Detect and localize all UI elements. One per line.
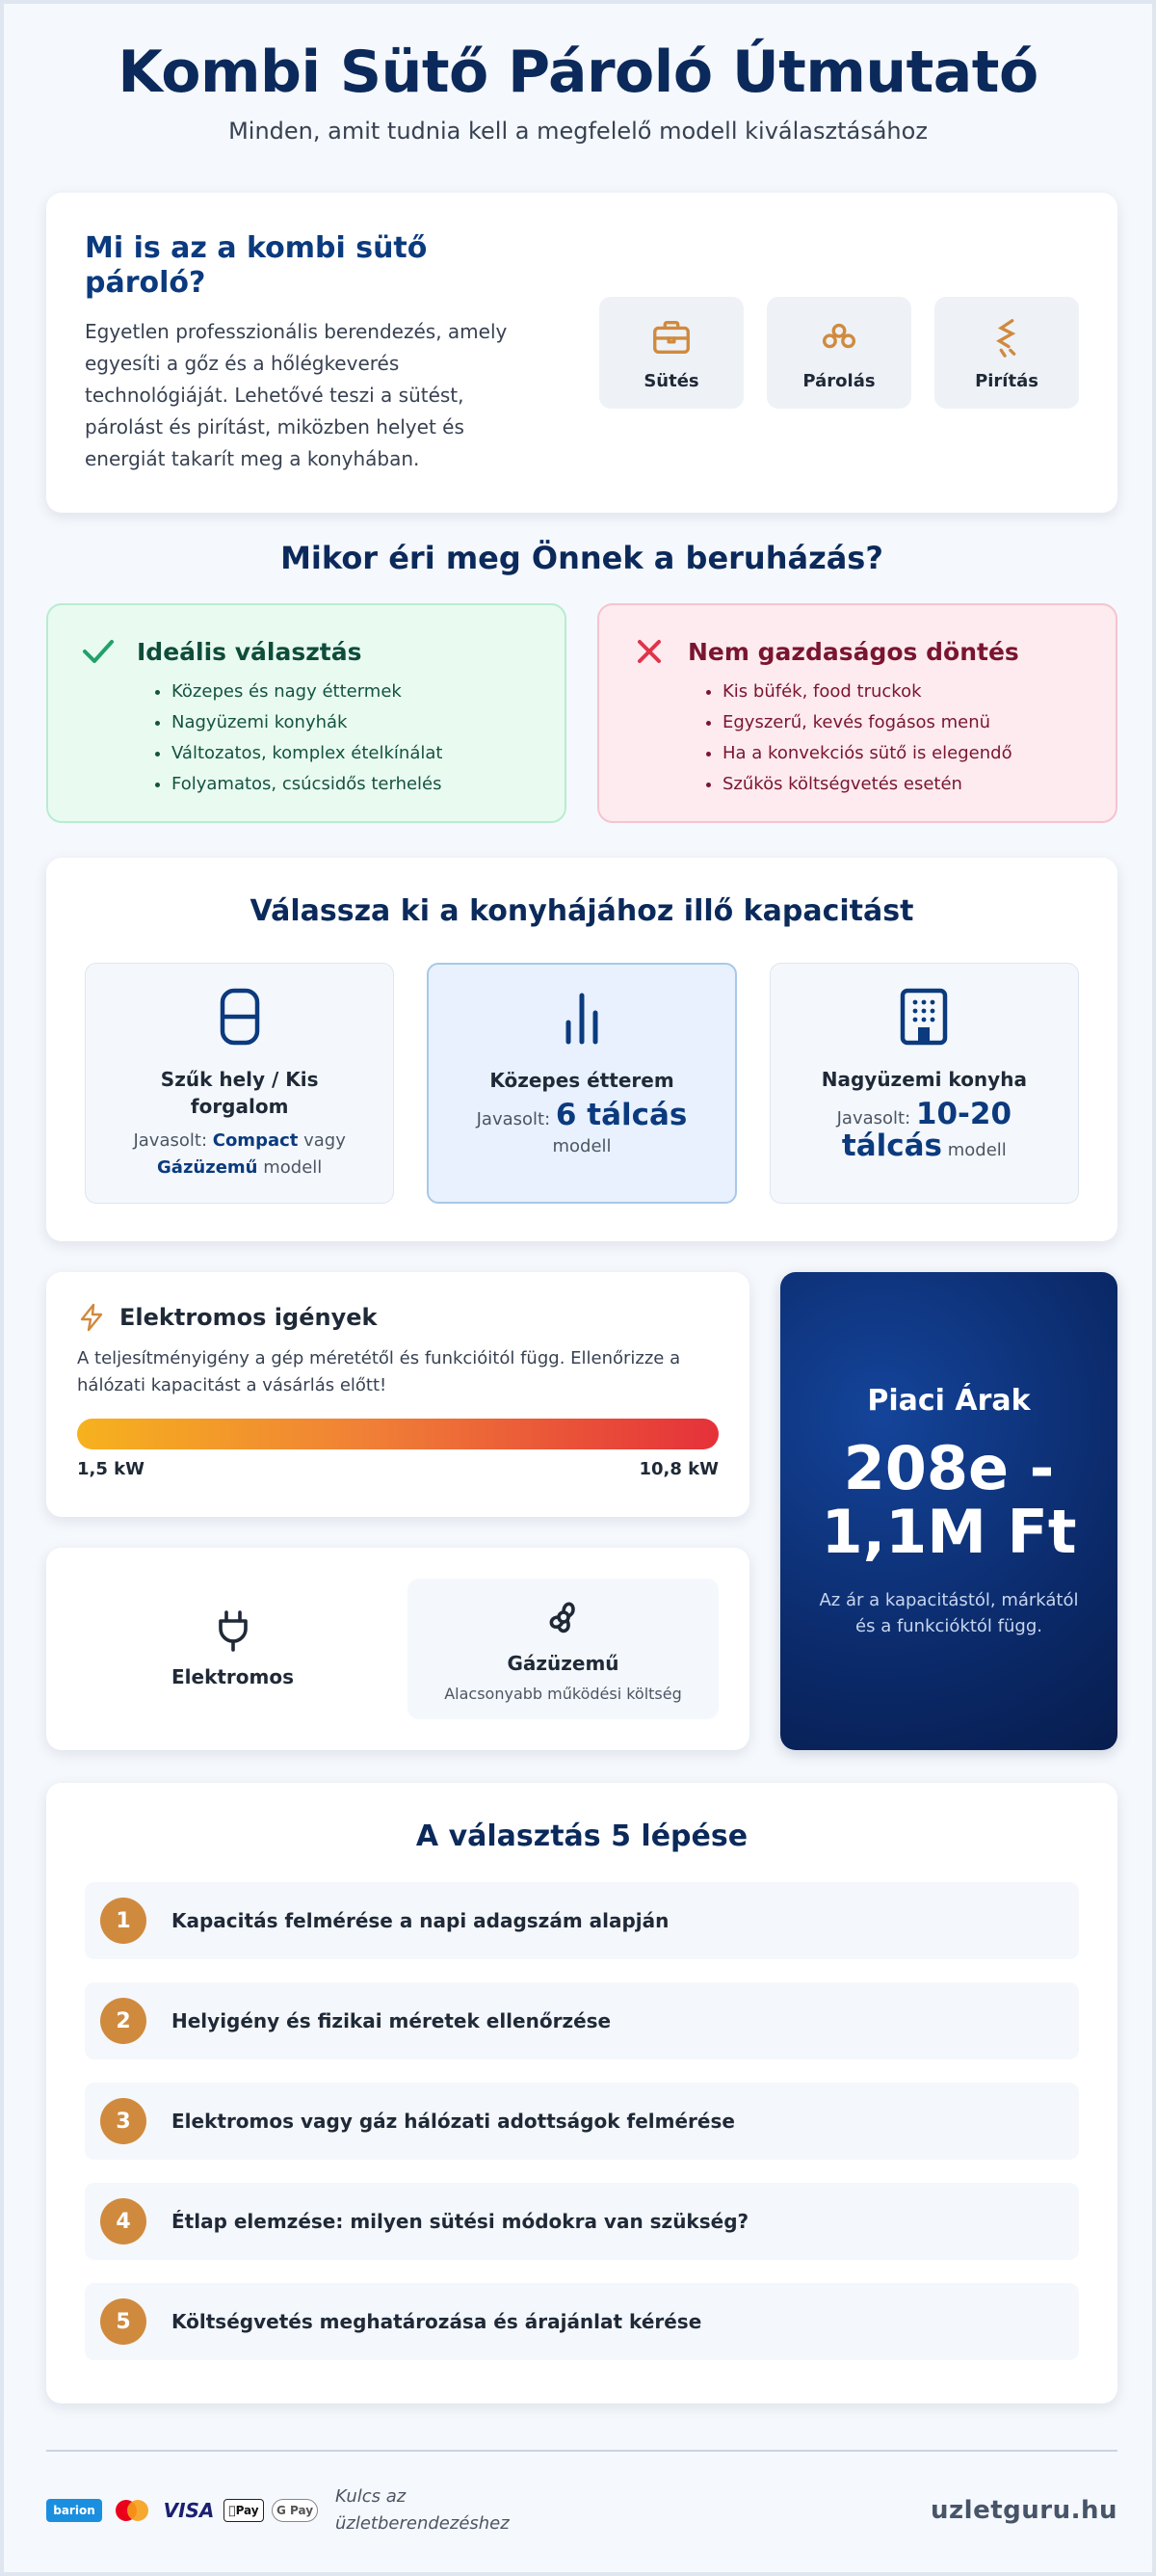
list-item: Szűkös költségvetés esetén [722, 769, 1083, 800]
market-price-card: Piaci Árak 208e - 1,1M Ft Az ár a kapaci… [780, 1272, 1117, 1750]
price-value: 208e - 1,1M Ft [821, 1432, 1077, 1567]
power-range-bar [77, 1419, 719, 1449]
capacity-name: Közepes étterem [489, 1069, 674, 1092]
step-item: 2 Helyigény és fizikai méretek ellenőrzé… [85, 1982, 1079, 2059]
step-number: 2 [100, 1998, 146, 2044]
footer-tagline: Kulcs az üzletberendezéshez [335, 2486, 510, 2534]
brand-link[interactable]: uzletguru.hu [931, 2496, 1117, 2525]
payment-logos: barion VISA Pay G Pay [46, 2499, 318, 2522]
apple-pay-logo-icon: Pay [223, 2499, 264, 2522]
capacity-recommendation: Javasolt: Compact vagy Gázüzemű modell [133, 1130, 346, 1178]
price-title: Piaci Árak [867, 1383, 1031, 1418]
electrical-requirements-card: Elektromos igények A teljesítményigény a… [46, 1272, 749, 1517]
feature-label: Pirítás [975, 370, 1038, 391]
power-min-label: 1,5 kW [77, 1459, 144, 1479]
ideal-list: Közepes és nagy éttermek Nagyüzemi konyh… [171, 677, 532, 800]
step-text: Elektromos vagy gáz hálózati adottságok … [171, 2110, 735, 2133]
compact-device-icon [220, 988, 259, 1046]
x-icon [638, 640, 661, 663]
steps-title: A választás 5 lépése [415, 1819, 749, 1853]
capacity-name: Szűk hely / Kis forgalom [160, 1068, 319, 1118]
step-number: 3 [100, 2098, 146, 2144]
power-option-gas[interactable]: Gázüzemű Alacsonyabb működési költség [407, 1579, 719, 1719]
barion-logo-icon: barion [46, 2499, 102, 2522]
step-number: 4 [100, 2198, 146, 2244]
power-option-note: Alacsonyabb működési költség [444, 1684, 682, 1703]
power-option-electric[interactable]: Elektromos [77, 1579, 388, 1719]
hero: Kombi Sütő Pároló Útmutató Minden, amit … [42, 4, 1114, 145]
price-note: Az ár a kapacitástól, márkától és a funk… [819, 1589, 1079, 1636]
capacity-option-large[interactable]: Nagyüzemi konyha Javasolt: 10-20 tálcás … [769, 963, 1079, 1204]
feature-piritas: Pirítás [934, 297, 1079, 409]
footer-divider [46, 2450, 1117, 2452]
step-text: Helyigény és fizikai méretek ellenőrzése [171, 2009, 612, 2032]
capacity-option-medium[interactable]: Közepes étterem Javasolt: 6 tálcás model… [427, 963, 737, 1204]
list-item: Közepes és nagy éttermek [171, 677, 532, 707]
list-item: Kis büfék, food truckok [722, 677, 1083, 707]
power-option-label: Elektromos [171, 1665, 295, 1688]
not-economical-card: Nem gazdaságos döntés Kis büfék, food tr… [597, 603, 1117, 823]
list-item: Nagyüzemi konyhák [171, 707, 532, 738]
capacity-card: Válassza ki a konyhájához illő kapacitás… [46, 858, 1117, 1241]
step-item: 3 Elektromos vagy gáz hálózati adottságo… [85, 2083, 1079, 2160]
electrical-title: Elektromos igények [119, 1304, 378, 1331]
step-item: 4 Étlap elemzése: milyen sütési módokra … [85, 2183, 1079, 2260]
bar-chart-icon [565, 993, 598, 1045]
capacity-name: Nagyüzemi konyha [821, 1068, 1027, 1091]
power-max-label: 10,8 kW [639, 1459, 719, 1479]
google-pay-logo-icon: G Pay [272, 2499, 318, 2522]
invest-title: Mikor éri meg Önnek a beruházás? [280, 540, 883, 576]
step-item: 5 Költségvetés meghatározása és árajánla… [85, 2283, 1079, 2360]
list-item: Egyszerű, kevés fogásos menü [722, 707, 1083, 738]
ideal-choice-card: Ideális választás Közepes és nagy étterm… [46, 603, 566, 823]
gas-flame-icon [549, 1602, 575, 1633]
list-item: Folyamatos, csúcsidős terhelés [171, 769, 532, 800]
feature-label: Sütés [644, 370, 699, 391]
footer: barion VISA Pay G Pay Kulcs az üzletber… [46, 2477, 1117, 2544]
electrical-text: A teljesítményigény a gép méretétől és f… [77, 1348, 681, 1395]
oven-icon [653, 320, 690, 354]
step-list: 1 Kapacitás felmérése a napi adagszám al… [85, 1882, 1079, 2360]
step-text: Kapacitás felmérése a napi adagszám alap… [171, 1909, 670, 1932]
capacity-option-small[interactable]: Szűk hely / Kis forgalom Javasolt: Compa… [85, 963, 395, 1204]
intro-text: Egyetlen professzionális berendezés, ame… [85, 320, 508, 470]
not-economical-title: Nem gazdaságos döntés [688, 637, 1019, 666]
mastercard-logo-icon [110, 2499, 154, 2522]
not-economical-list: Kis büfék, food truckok Egyszerű, kevés … [722, 677, 1083, 800]
ideal-title: Ideális választás [137, 637, 362, 666]
step-number: 1 [100, 1898, 146, 1944]
power-source-card: Elektromos Gázüzemű Alacsonyabb működési… [46, 1548, 749, 1750]
capacity-recommendation: Javasolt: 6 tálcás modell [476, 1098, 688, 1157]
step-number: 5 [100, 2298, 146, 2345]
feature-parolas: Párolás [767, 297, 911, 409]
check-icon [83, 640, 114, 663]
intro-card: Mi is az a kombi sütő pároló? Egyetlen p… [46, 193, 1117, 513]
step-text: Étlap elemzése: milyen sütési módokra va… [171, 2210, 749, 2233]
feature-label: Párolás [802, 370, 876, 391]
list-item: Ha a konvekciós sütő is elegendő [722, 738, 1083, 769]
toast-icon [996, 318, 1016, 358]
step-item: 1 Kapacitás felmérése a napi adagszám al… [85, 1882, 1079, 1959]
power-option-label: Gázüzemű [507, 1651, 619, 1675]
steam-icon [822, 323, 856, 348]
list-item: Változatos, komplex ételkínálat [171, 738, 532, 769]
feature-sutes: Sütés [599, 297, 744, 409]
feature-list: Sütés Párolás Pirítás [599, 297, 1079, 409]
page-subtitle: Minden, amit tudnia kell a megfelelő mod… [228, 118, 928, 145]
intro-title: Mi is az a kombi sütő pároló? [85, 231, 428, 300]
visa-logo-icon: VISA [163, 2499, 215, 2522]
page-title: Kombi Sütő Pároló Útmutató [118, 39, 1038, 106]
plug-icon [218, 1610, 248, 1652]
capacity-title: Válassza ki a konyhájához illő kapacitás… [250, 894, 914, 928]
lightning-icon [80, 1303, 103, 1332]
step-text: Költségvetés meghatározása és árajánlat … [171, 2310, 702, 2333]
capacity-recommendation: Javasolt: 10-20 tálcás modell [836, 1097, 1012, 1163]
building-icon [901, 988, 948, 1046]
selection-steps-card: A választás 5 lépése 1 Kapacitás felméré… [46, 1783, 1117, 2403]
